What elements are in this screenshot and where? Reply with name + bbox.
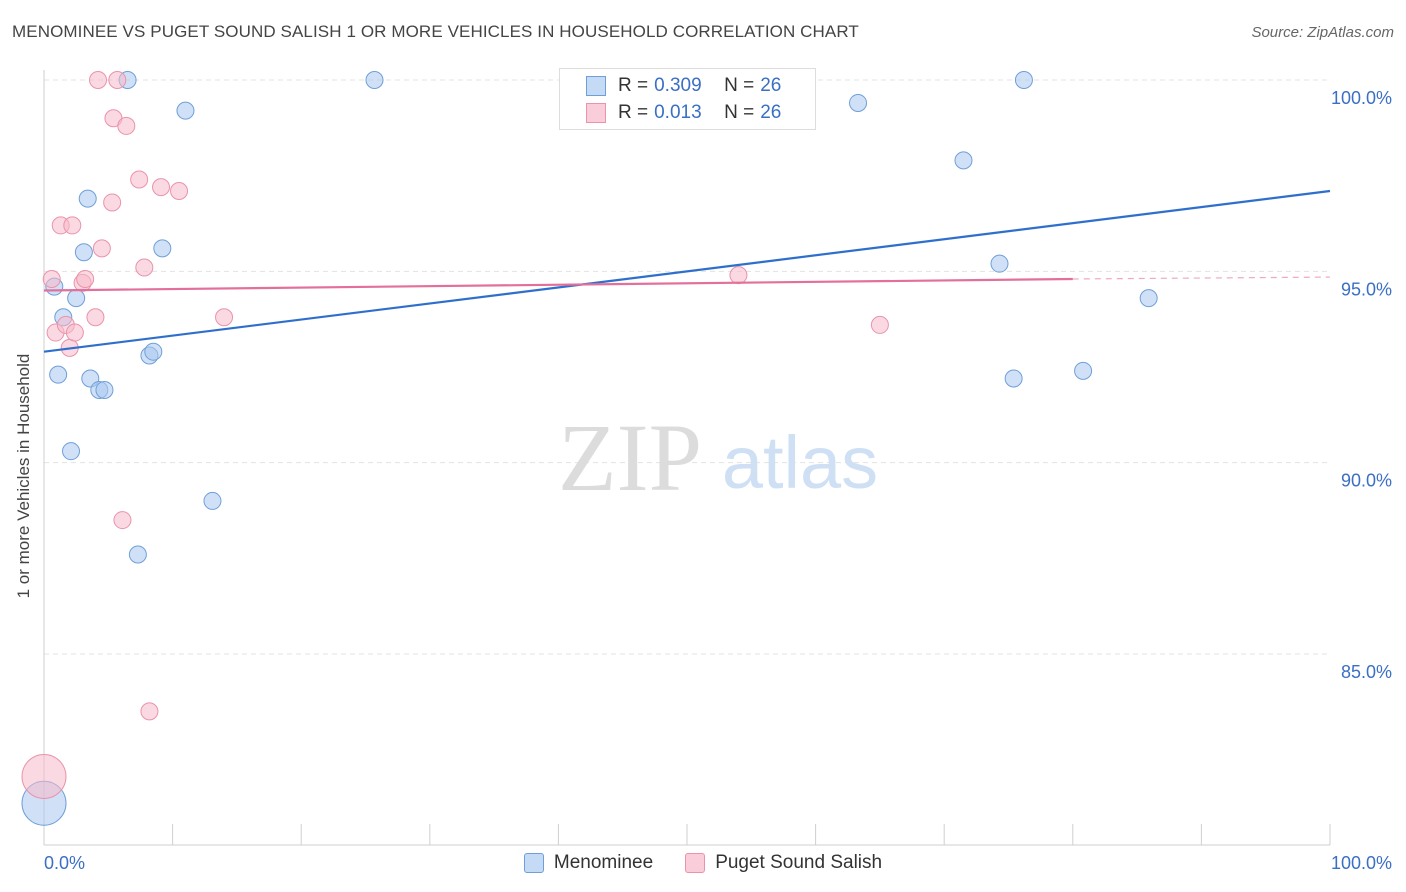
puget-sound-salish-point — [21, 753, 67, 799]
legend-row-puget-sound-salish: R = 0.013 N = 26 — [586, 100, 782, 126]
puget-sound-salish-point — [89, 71, 108, 89]
puget-sound-salish-point — [140, 702, 159, 721]
menominee-point — [1004, 369, 1023, 388]
puget-sound-salish-point — [152, 178, 171, 197]
puget-sound-salish-trend-extension — [1072, 276, 1331, 280]
puget-sound-salish-trend-line — [43, 277, 1073, 292]
menominee-trend-line — [43, 189, 1331, 353]
menominee-point — [990, 254, 1009, 273]
r-value: 0.013 — [654, 102, 702, 123]
legend-label-puget-sound-salish: Puget Sound Salish — [715, 852, 883, 873]
legend-swatch-puget-sound-salish — [586, 103, 606, 123]
puget-sound-salish-point — [65, 323, 84, 342]
axes — [43, 70, 1331, 846]
n-label: N = — [724, 102, 755, 123]
n-value: 26 — [760, 75, 782, 96]
menominee-point — [49, 365, 68, 384]
menominee-point — [203, 491, 222, 510]
legend-row-menominee: R = 0.309 N = 26 — [586, 73, 782, 99]
y-tick-label: 95.0% — [1341, 279, 1392, 299]
puget-sound-salish-point — [108, 71, 127, 89]
menominee-point — [62, 442, 81, 461]
legend-swatch-menominee — [586, 76, 606, 96]
legend-item-menominee[interactable]: Menominee — [523, 852, 654, 874]
menominee-point — [954, 151, 973, 170]
menominee-point — [1139, 289, 1158, 308]
puget-sound-salish-point — [92, 239, 111, 258]
menominee-point — [67, 289, 86, 308]
y-tick-label: 90.0% — [1341, 471, 1392, 491]
correlation-legend: R = 0.309 N = 26 R = 0.013 N = 26 — [559, 68, 816, 130]
puget-sound-salish-point — [113, 511, 132, 530]
menominee-point — [95, 380, 114, 399]
source-label: Source: ZipAtlas.com — [1251, 24, 1394, 41]
puget-sound-salish-point — [170, 181, 189, 200]
menominee-point — [176, 101, 195, 120]
watermark: ZIP atlas — [558, 404, 878, 511]
menominee-point — [74, 243, 93, 262]
puget-sound-salish-point — [215, 308, 234, 327]
watermark-zip: ZIP — [558, 404, 702, 511]
menominee-point — [849, 93, 868, 112]
n-label: N = — [724, 75, 755, 96]
grid-lines — [44, 79, 1330, 655]
y-tick-label: 85.0% — [1341, 662, 1392, 682]
r-value: 0.309 — [654, 75, 702, 96]
y-axis-label: 1 or more Vehicles in Household — [14, 353, 33, 599]
y-axis-label-container: 1 or more Vehicles in Household — [14, 354, 44, 780]
puget-sound-salish-point — [86, 308, 105, 327]
watermark-atlas: atlas — [722, 421, 878, 504]
puget-sound-salish-point — [76, 269, 95, 288]
puget-sound-salish-point — [117, 116, 136, 135]
chart-title: MENOMINEE VS PUGET SOUND SALISH 1 OR MOR… — [12, 22, 859, 41]
data-points — [21, 71, 1158, 826]
menominee-point — [144, 342, 163, 361]
legend-swatch-menominee — [523, 853, 544, 873]
puget-sound-salish-point — [870, 315, 889, 334]
menominee-point — [128, 545, 147, 564]
r-label: R = — [618, 102, 649, 123]
n-value: 26 — [760, 102, 782, 123]
menominee-point — [1014, 71, 1033, 89]
puget-sound-salish-point — [63, 216, 82, 235]
trend-lines — [43, 189, 1331, 353]
r-label: R = — [618, 75, 649, 96]
x-tick-label: 0.0% — [44, 853, 85, 873]
puget-sound-salish-point — [103, 193, 122, 212]
puget-sound-salish-point — [729, 266, 748, 285]
y-tick-label: 100.0% — [1331, 88, 1392, 108]
menominee-point — [153, 239, 172, 258]
legend-label-menominee: Menominee — [553, 852, 654, 873]
legend-item-puget-sound-salish[interactable]: Puget Sound Salish — [685, 852, 882, 874]
legend-swatch-puget-sound-salish — [685, 853, 706, 873]
menominee-point — [365, 71, 384, 89]
puget-sound-salish-point — [42, 269, 61, 288]
x-tick-label: 100.0% — [1331, 853, 1392, 873]
series-legend: Menominee Puget Sound Salish — [0, 852, 1406, 874]
tick-labels: 100.0% 95.0% 90.0% 85.0% 0.0% 100.0% — [44, 88, 1392, 873]
menominee-point — [1074, 361, 1093, 380]
menominee-point — [78, 189, 97, 208]
puget-sound-salish-point — [135, 258, 154, 277]
puget-sound-salish-point — [130, 170, 149, 189]
